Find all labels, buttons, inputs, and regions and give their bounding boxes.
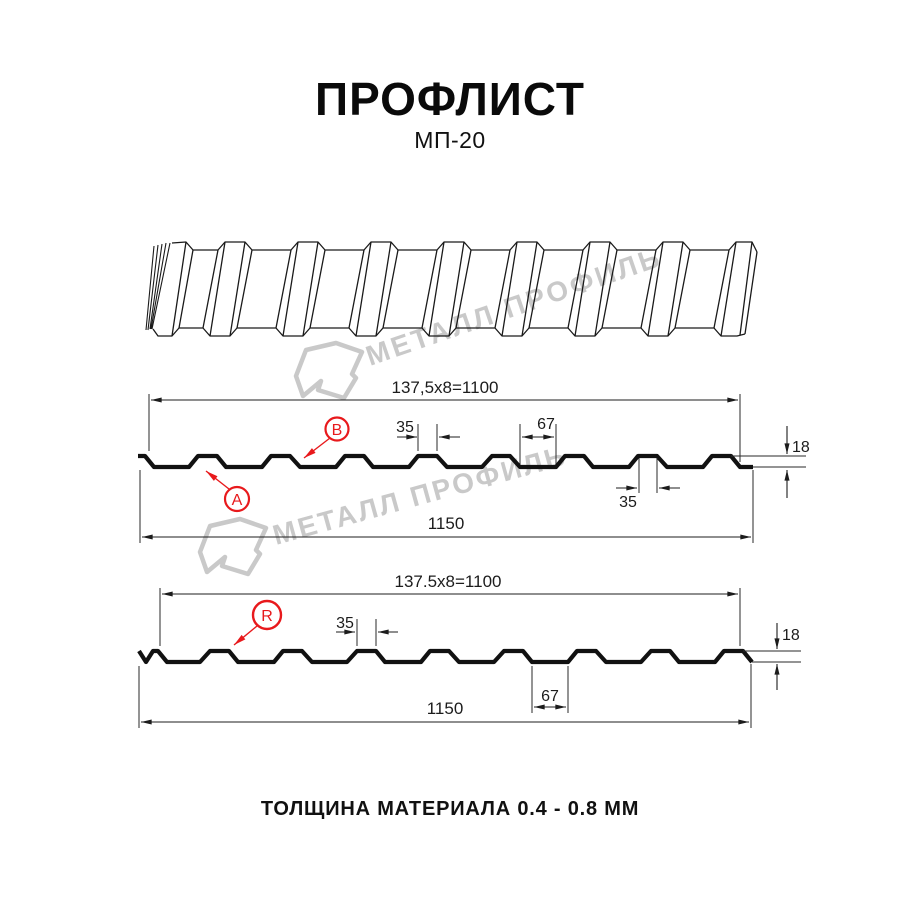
dim-height-bottom: 18 <box>782 627 800 644</box>
page-title: ПРОФЛИСТ <box>315 73 585 125</box>
dim-valley-width: 67 <box>541 688 559 705</box>
dim-rib-width-top: 35 <box>396 419 414 436</box>
callout-r: R <box>233 599 283 646</box>
profile-bottom-dimension-lines <box>140 591 780 725</box>
sheet-3d-rib-lines <box>171 241 753 337</box>
dim-rib-width-bottom: 35 <box>619 494 637 511</box>
callout-a: A <box>205 470 251 513</box>
profile-top-outline <box>138 453 753 470</box>
callout-a-label: A <box>232 492 243 509</box>
dim-pitch-bottom: 137.5x8=1100 <box>395 572 502 591</box>
sheet-3d-near-edge <box>152 327 746 337</box>
profile-section-top: 137,5x8=1100 35 67 35 18 1150 A B <box>138 378 810 543</box>
profile-model-subtitle: МП-20 <box>414 127 486 153</box>
profile-bottom-outline <box>137 648 754 665</box>
dim-pitch-top: 137,5x8=1100 <box>392 378 499 397</box>
metal-profile-logo-icon <box>296 343 362 398</box>
sheet-3d-right-edge <box>744 251 758 335</box>
sheet-3d-left-edge-hatch <box>145 242 171 331</box>
profile-bottom-extension-lines <box>138 588 801 728</box>
profile-top-dimension-lines <box>141 397 790 540</box>
dim-overall-top: 1150 <box>428 514 465 533</box>
callout-r-label: R <box>261 608 273 625</box>
watermark-top: МЕТАЛЛ ПРОФИЛЬ <box>296 241 666 398</box>
callout-r-circle <box>251 599 283 631</box>
dim-height-top: 18 <box>792 439 810 456</box>
callout-b-label: B <box>332 422 343 439</box>
profile-section-bottom: 137.5x8=1100 35 67 18 1150 R <box>137 572 801 728</box>
dim-rib-width: 35 <box>336 615 354 632</box>
dim-overall-bottom: 1150 <box>427 699 464 718</box>
metal-profile-logo-icon <box>200 519 266 574</box>
material-thickness-note: ТОЛЩИНА МАТЕРИАЛА 0.4 - 0.8 ММ <box>260 798 640 820</box>
sheet-3d-view <box>145 241 758 337</box>
sheet-3d-far-edge <box>171 241 758 253</box>
callout-b: B <box>303 416 350 459</box>
callout-b-circle <box>324 416 350 442</box>
dim-valley-width-top: 67 <box>537 416 555 433</box>
profile-top-extension-lines <box>139 394 806 543</box>
callout-a-circle <box>223 485 251 513</box>
